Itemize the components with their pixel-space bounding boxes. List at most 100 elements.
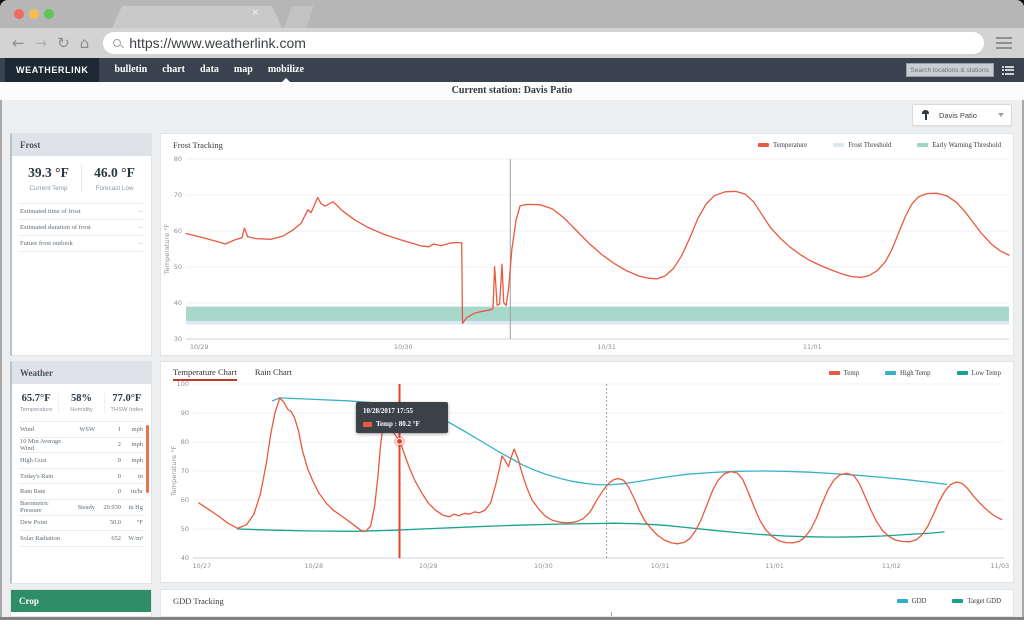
nav-item-mobilize[interactable]: mobilize — [268, 58, 304, 82]
frost-threshold-band — [186, 321, 1009, 325]
frost-tracking-chart[interactable]: 30 40 50 60 70 80 10/29 10/30 10/31 11/01 Temperat… — [161, 152, 1013, 355]
cursor-dot — [396, 437, 403, 445]
chevron-down-icon — [998, 113, 1004, 117]
search-icon — [113, 39, 122, 47]
frost-row: Estimated duration of frost -- — [20, 220, 143, 236]
y-tick-label: 60 — [181, 496, 189, 504]
x-tick-label: 10/30 — [394, 343, 413, 351]
gdd-chart-legend: GDD Target GDD — [896, 598, 1001, 605]
y-tick-label: 30 — [174, 335, 182, 343]
gdd-current-time-line — [611, 612, 612, 616]
x-tick-label: 11/01 — [765, 562, 784, 570]
nav-item-map[interactable]: map — [233, 64, 253, 75]
station-selector-value: Davis Patio — [939, 110, 977, 120]
y-tick-label: 40 — [174, 299, 182, 307]
y-tick-label: 50 — [181, 525, 189, 533]
station-search-input[interactable] — [905, 63, 994, 77]
crop-panel-title: Crop — [11, 590, 151, 612]
current-temp-stat: 39.3 °F Current Temp — [16, 165, 82, 192]
current-station-header: Current station: Davis Patio — [0, 82, 1024, 100]
minimize-window-button[interactable] — [29, 9, 39, 19]
x-tick-label: 10/28 — [304, 562, 323, 570]
weather-row: Rain Rate 0 in/hr — [20, 484, 143, 500]
menu-icon[interactable] — [996, 34, 1012, 52]
back-icon[interactable]: ← — [12, 34, 25, 52]
browser-tab[interactable] — [112, 6, 282, 28]
legend-item-target-gdd[interactable]: Target GDD — [952, 598, 1001, 605]
window-frame-right — [1022, 100, 1024, 617]
frost-row: Estimated time of frost -- — [20, 204, 143, 220]
weather-table-scrollbar[interactable] — [146, 425, 149, 493]
weather-station-icon — [921, 109, 930, 121]
y-tick-label: 60 — [174, 227, 182, 235]
x-tick-label: 10/27 — [193, 562, 212, 570]
thsw-stat: 77.0°F THSW Index — [103, 393, 149, 413]
station-list-icon[interactable] — [1001, 64, 1014, 76]
forward-icon[interactable]: → — [34, 34, 48, 52]
browser-toolbar: ← → ↻ ⌂ — [0, 28, 1024, 58]
weather-panel-title: Weather — [12, 362, 151, 384]
temperature-chart[interactable]: 40 50 60 70 80 90 100 10/27 10/28 10/29 10/30 10/31… — [161, 380, 1013, 582]
tab-temperature-chart[interactable]: Temperature Chart — [173, 367, 237, 381]
y-tick-label: 50 — [174, 263, 182, 271]
y-tick-label: 70 — [174, 191, 182, 199]
weatherlink-logo[interactable]: WEATHERLINK — [5, 58, 100, 82]
new-tab-button[interactable] — [284, 6, 314, 28]
legend-item-early-warning-threshold[interactable]: Early Warning Threshold — [917, 142, 1001, 149]
maximize-window-button[interactable] — [44, 9, 54, 19]
tab-rain-chart[interactable]: Rain Chart — [254, 367, 292, 377]
legend-item-temp[interactable]: Temp — [828, 370, 859, 377]
series-low-temp — [236, 522, 945, 538]
app-navbar: WEATHERLINK bulletin chart data map mobi… — [0, 58, 1024, 82]
legend-item-temperature[interactable]: Temperature — [757, 142, 807, 149]
weather-row: High Gust 9 mph — [20, 453, 143, 469]
tooltip-timestamp: 10/28/2017 17:55 — [363, 407, 413, 415]
x-tick-label: 11/01 — [803, 343, 822, 351]
tooltip-value: Temp : 80.2 °F — [376, 420, 420, 428]
y-tick-label: 70 — [181, 467, 189, 475]
series-temperature — [185, 190, 1010, 324]
frost-row: Future frost outlook -- — [20, 236, 143, 252]
nav-item-chart[interactable]: chart — [162, 64, 186, 75]
y-tick-label: 100 — [177, 380, 189, 388]
weather-panel: Weather 65.7°F Temperature 58% Humidity 77… — [10, 361, 152, 584]
y-tick-label: 80 — [174, 155, 182, 163]
x-tick-label: 11/02 — [882, 562, 901, 570]
humidity-stat: 58% Humidity — [58, 393, 103, 413]
y-tick-label: 80 — [181, 438, 189, 446]
y-tick-label: 40 — [181, 554, 189, 562]
weather-row: Solar Radiation 652 W/m² — [20, 531, 143, 547]
gdd-tracking-card: GDD Tracking GDD Target GDD — [160, 589, 1014, 617]
refresh-icon[interactable]: ↻ — [57, 34, 70, 52]
window-frame-left — [0, 100, 2, 617]
url-input[interactable] — [129, 35, 974, 51]
page-content: Davis Patio Frost 39.3 °F Current Temp 4… — [0, 100, 1024, 620]
gdd-chart-title: GDD Tracking — [173, 596, 224, 606]
nav-item-data[interactable]: data — [200, 64, 219, 75]
frost-panel-title: Frost — [12, 134, 151, 156]
station-selector-dropdown[interactable]: Davis Patio — [912, 104, 1012, 126]
temperature-chart-card: Temperature Chart Rain Chart Temp High Te… — [160, 361, 1014, 583]
crop-panel: Crop — [10, 589, 152, 617]
nav-item-bulletin[interactable]: bulletin — [114, 64, 148, 75]
frost-chart-legend: Temperature Frost Threshold Early Warning … — [757, 142, 1001, 149]
temp-chart-legend: Temp High Temp Low Temp — [828, 370, 1001, 377]
forecast-low-stat: 46.0 °F Forecast Low — [94, 165, 135, 192]
legend-item-low-temp[interactable]: Low Temp — [956, 370, 1001, 377]
tab-close-icon[interactable]: × — [252, 7, 259, 19]
temperature-stat: 65.7°F Temperature — [19, 393, 53, 413]
url-bar[interactable] — [103, 32, 984, 54]
legend-item-high-temp[interactable]: High Temp — [885, 370, 931, 377]
legend-item-frost-threshold[interactable]: Frost Threshold — [833, 142, 891, 149]
close-window-button[interactable] — [14, 9, 24, 19]
series-temp — [198, 397, 1003, 545]
browser-tab-strip: × — [0, 0, 1024, 28]
frost-chart-title: Frost Tracking — [173, 140, 223, 150]
legend-item-gdd[interactable]: GDD — [896, 598, 926, 605]
home-icon[interactable]: ⌂ — [79, 34, 90, 52]
early-warning-band — [186, 306, 1009, 321]
x-tick-label: 10/29 — [419, 562, 438, 570]
y-axis-title: Temperature °F — [170, 446, 178, 497]
y-axis-title: Temperature °F — [163, 224, 171, 275]
